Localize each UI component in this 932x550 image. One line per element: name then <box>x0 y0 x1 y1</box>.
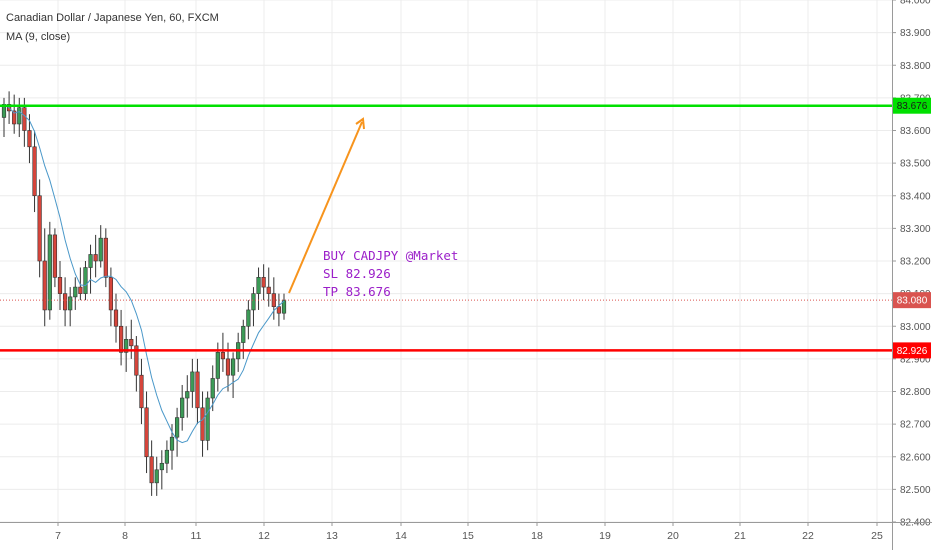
candle <box>47 221 52 320</box>
y-tick-label: 83.300 <box>900 224 931 235</box>
y-tick-label: 83.500 <box>900 159 931 170</box>
x-tick-label: 13 <box>326 530 338 542</box>
candle <box>118 309 124 366</box>
x-tick-label: 14 <box>395 530 407 542</box>
candle <box>52 228 58 288</box>
candle <box>200 391 205 457</box>
x-tick-label: 8 <box>122 530 128 542</box>
y-axis-panel <box>892 0 932 550</box>
candle <box>68 287 73 327</box>
candle <box>88 244 93 294</box>
y-tick-label: 82.800 <box>900 387 931 398</box>
trade-note-line-1: BUY CADJPY @Market <box>323 248 459 263</box>
candle <box>62 277 68 327</box>
candle <box>1 97 7 138</box>
price-levels <box>0 104 892 352</box>
x-tick-label: 7 <box>55 530 61 542</box>
candle <box>185 375 190 418</box>
current-price-price-tag <box>893 292 931 309</box>
candle <box>174 407 180 457</box>
x-tick-label: 15 <box>462 530 474 542</box>
candle <box>124 326 129 372</box>
trade-note-line-2: SL 82.926 <box>323 266 391 281</box>
y-tick-label: 82.900 <box>900 354 931 365</box>
candle <box>12 94 17 134</box>
current-price-price-label: 83.080 <box>897 296 928 307</box>
candle <box>154 456 159 496</box>
candle <box>230 352 236 399</box>
y-tick-label: 83.600 <box>900 126 931 137</box>
target-arrow <box>288 117 365 294</box>
candle <box>180 384 185 431</box>
candle <box>73 277 78 310</box>
candle <box>220 332 226 372</box>
candle <box>164 440 170 474</box>
y-axis[interactable]: 84.00083.90083.80083.70083.60083.50083.4… <box>892 0 932 550</box>
candle <box>57 261 63 310</box>
y-tick-label: 83.800 <box>900 61 931 72</box>
x-tick-label: 22 <box>802 530 814 542</box>
candle <box>113 293 119 343</box>
trade-note-line-3: TP 83.676 <box>323 284 391 299</box>
candle <box>32 130 37 213</box>
y-tick-label: 82.700 <box>900 420 931 431</box>
y-tick-label: 83.400 <box>900 191 931 202</box>
candle <box>37 179 42 278</box>
candle <box>149 440 154 496</box>
x-tick-label: 12 <box>258 530 270 542</box>
y-tick-label: 83.900 <box>900 28 931 39</box>
x-axis[interactable]: 7 8 11 12 13 14 15 18 19 20 21 22 25 <box>0 522 932 542</box>
candle <box>83 261 88 301</box>
x-tick-label: 25 <box>871 530 883 542</box>
y-tick-label: 83.200 <box>900 257 931 268</box>
y-tick-label: 84.000 <box>900 0 931 7</box>
candle <box>256 267 261 310</box>
candle <box>195 358 200 425</box>
candle <box>93 234 98 278</box>
candle <box>98 225 103 268</box>
y-tick-label: 82.600 <box>900 452 931 463</box>
candle <box>159 450 164 490</box>
stop-loss-price-tag <box>893 342 931 359</box>
candle <box>103 228 108 288</box>
candle <box>246 300 251 340</box>
candles <box>1 91 287 496</box>
x-tick-label: 21 <box>734 530 746 542</box>
candle <box>241 319 246 359</box>
candle <box>144 391 149 474</box>
take-profit-price-label: 83.676 <box>897 101 928 112</box>
candle <box>134 336 139 392</box>
candle <box>139 358 144 425</box>
candle <box>190 358 195 408</box>
y-tick-label: 83.000 <box>900 322 931 333</box>
candle <box>205 391 210 451</box>
y-tick-label: 82.500 <box>900 485 931 496</box>
x-tick-label: 20 <box>667 530 679 542</box>
indicator-label: MA (9, close) <box>6 31 71 43</box>
candle <box>108 267 114 327</box>
ma-line <box>3 103 285 444</box>
take-profit-price-tag <box>893 97 931 114</box>
symbol-title: Canadian Dollar / Japanese Yen, 60, FXCM <box>6 12 219 24</box>
candle <box>129 319 134 359</box>
candle <box>27 114 32 164</box>
x-tick-label: 19 <box>599 530 611 542</box>
candle <box>281 293 287 320</box>
chart-grid <box>0 0 892 523</box>
x-tick-label: 18 <box>531 530 543 542</box>
candle <box>236 332 241 372</box>
candle <box>266 267 271 307</box>
candle <box>251 287 256 327</box>
candle <box>276 293 282 327</box>
x-tick-label: 11 <box>191 530 202 542</box>
candle <box>261 264 266 301</box>
candle <box>42 228 47 327</box>
candle <box>17 97 22 138</box>
stop-loss-price-label: 82.926 <box>897 346 928 357</box>
